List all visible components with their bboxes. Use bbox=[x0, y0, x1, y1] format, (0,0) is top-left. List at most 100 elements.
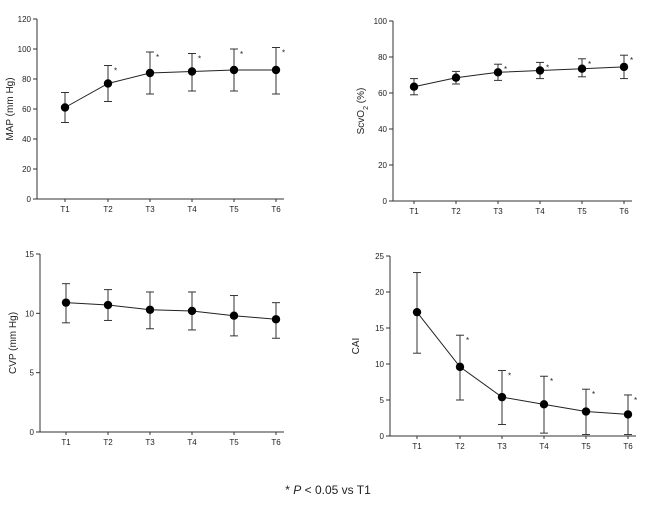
data-point bbox=[581, 407, 591, 416]
y-axis-title: ScvO2 (%) bbox=[356, 88, 370, 135]
series-line bbox=[416, 311, 629, 415]
y-tick-label: 20 bbox=[375, 288, 384, 297]
y-tick-label: 40 bbox=[22, 135, 31, 144]
data-point bbox=[187, 306, 197, 316]
x-tick-label: T5 bbox=[229, 205, 239, 214]
data-point bbox=[145, 305, 155, 314]
x-tick-label: T6 bbox=[619, 207, 629, 216]
significance-star: * bbox=[508, 371, 511, 380]
data-point bbox=[619, 62, 629, 72]
y-axis-title: CVP (mm Hg) bbox=[8, 312, 19, 374]
y-tick-label: 100 bbox=[374, 17, 388, 26]
y-tick-label: 10 bbox=[25, 309, 34, 318]
y-tick-label: 0 bbox=[27, 195, 32, 204]
x-tick-label: T4 bbox=[187, 438, 197, 447]
significance-star: * bbox=[588, 60, 591, 69]
significance-star: * bbox=[240, 50, 243, 59]
y-tick-label: 40 bbox=[378, 125, 387, 134]
x-tick-label: T4 bbox=[539, 442, 549, 451]
data-point bbox=[623, 410, 633, 419]
x-tick-label: T1 bbox=[60, 205, 70, 214]
data-point bbox=[497, 392, 507, 402]
x-tick-label: T6 bbox=[271, 438, 281, 447]
y-tick-label: 120 bbox=[18, 15, 32, 24]
significance-star: * bbox=[282, 49, 285, 58]
significance-star: * bbox=[630, 56, 633, 65]
data-point bbox=[229, 65, 239, 75]
y-axis-title: CAI bbox=[351, 338, 362, 355]
significance-star: * bbox=[466, 336, 469, 345]
x-tick-label: T1 bbox=[412, 442, 422, 451]
y-tick-label: 60 bbox=[378, 89, 387, 98]
y-tick-label: 80 bbox=[378, 53, 387, 62]
chart-panel-3: 0 5 10 15 T1 T2 T3 T4 T5 T6 CVP (mm Hg) bbox=[8, 250, 284, 447]
data-point bbox=[187, 67, 197, 76]
x-tick-label: T4 bbox=[187, 205, 197, 214]
y-tick-label: 20 bbox=[22, 165, 31, 174]
significance-star: * bbox=[634, 396, 637, 405]
x-tick-label: T1 bbox=[409, 207, 419, 216]
data-point bbox=[103, 300, 113, 310]
x-tick-label: T2 bbox=[455, 442, 465, 451]
y-tick-label: 0 bbox=[30, 428, 35, 437]
data-point bbox=[271, 315, 281, 324]
data-point bbox=[455, 362, 465, 372]
x-tick-label: T3 bbox=[145, 438, 155, 447]
x-tick-label: T6 bbox=[271, 205, 281, 214]
data-point bbox=[409, 82, 419, 91]
x-tick-label: T3 bbox=[497, 442, 507, 451]
data-point bbox=[493, 68, 503, 77]
y-tick-label: 15 bbox=[25, 250, 34, 259]
y-tick-label: 0 bbox=[383, 197, 388, 206]
x-tick-label: T3 bbox=[145, 205, 155, 214]
significance-star: * bbox=[546, 63, 549, 72]
x-tick-label: T1 bbox=[61, 438, 71, 447]
x-tick-label: T6 bbox=[623, 442, 633, 451]
x-tick-label: T5 bbox=[581, 442, 591, 451]
x-tick-label: T3 bbox=[493, 207, 503, 216]
footnote-text: < 0.05 vs T1 bbox=[304, 483, 371, 497]
data-point bbox=[451, 73, 461, 82]
x-tick-label: T2 bbox=[103, 205, 113, 214]
y-tick-label: 0 bbox=[380, 432, 385, 441]
x-tick-label: T2 bbox=[451, 207, 461, 216]
series-line bbox=[65, 302, 277, 320]
y-tick-label: 100 bbox=[18, 45, 32, 54]
y-tick-label: 15 bbox=[375, 324, 384, 333]
y-tick-label: 20 bbox=[378, 161, 387, 170]
x-tick-label: T4 bbox=[535, 207, 545, 216]
x-tick-label: T5 bbox=[577, 207, 587, 216]
significance-star: * bbox=[592, 390, 595, 399]
y-tick-label: 80 bbox=[22, 75, 31, 84]
significance-star: * bbox=[114, 67, 117, 76]
series-line bbox=[413, 66, 625, 88]
x-tick-label: T5 bbox=[229, 438, 239, 447]
footnote-p: P bbox=[293, 483, 302, 497]
chart-panel-2: 0 20 40 60 80 100 T1 T2 T3 T4 T5 T6 ScvO2 (%) * * * * bbox=[356, 17, 633, 216]
data-point bbox=[577, 64, 587, 73]
x-tick-label: T2 bbox=[103, 438, 113, 447]
data-point bbox=[412, 307, 422, 317]
footnote-star: * bbox=[285, 483, 290, 497]
y-axis-title: MAP (mm Hg) bbox=[5, 77, 16, 140]
significance-star: * bbox=[156, 53, 159, 62]
significance-footnote: * P < 0.05 vs T1 bbox=[0, 483, 656, 497]
data-point bbox=[103, 79, 113, 88]
series-line bbox=[64, 69, 276, 108]
significance-star: * bbox=[504, 65, 507, 74]
chart-panel-4: 0 5 10 15 20 25 T1 T2 T3 T4 T5 T6 CAI * * * * * bbox=[351, 252, 637, 451]
data-point bbox=[60, 103, 70, 112]
significance-star: * bbox=[198, 55, 201, 64]
chart-panel-1: 0 20 40 60 80 100 120 T1 T2 T3 T4 T5 T6 MAP (mm Hg) * *… bbox=[5, 15, 285, 214]
y-tick-label: 60 bbox=[22, 105, 31, 114]
data-point bbox=[229, 311, 239, 320]
y-tick-label: 25 bbox=[375, 252, 384, 261]
data-point bbox=[535, 66, 545, 75]
y-tick-label: 5 bbox=[380, 396, 385, 405]
data-point bbox=[539, 400, 549, 409]
data-point bbox=[145, 68, 155, 78]
significance-star: * bbox=[550, 377, 553, 386]
y-tick-label: 10 bbox=[375, 360, 384, 369]
y-tick-label: 5 bbox=[30, 369, 35, 378]
